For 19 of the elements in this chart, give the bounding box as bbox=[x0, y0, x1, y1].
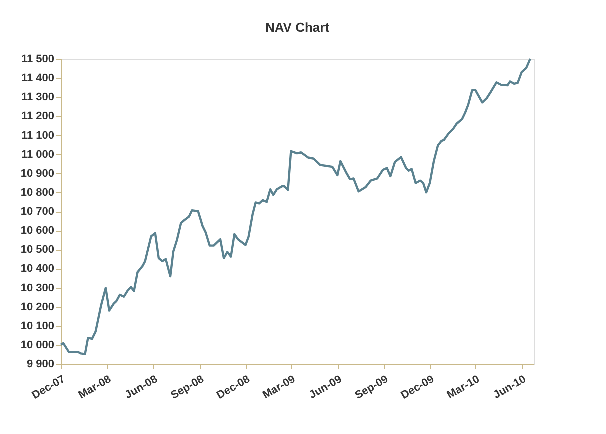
y-tick-label: 11 100 bbox=[21, 130, 54, 142]
y-tick-label: 11 200 bbox=[21, 110, 54, 123]
y-tick-label: 9 900 bbox=[26, 358, 54, 370]
y-tick-label: 10 600 bbox=[20, 225, 54, 238]
y-tick-label: 11 300 bbox=[21, 92, 54, 104]
chart-title: NAV Chart bbox=[265, 20, 330, 35]
line-series bbox=[60, 58, 532, 356]
y-tick-label: 10 300 bbox=[20, 282, 54, 294]
y-tick-label: 10 000 bbox=[20, 339, 54, 352]
y-tick-label: 11 000 bbox=[21, 148, 54, 161]
y-tick-label: 10 400 bbox=[20, 263, 54, 276]
y-tick-label: 10 900 bbox=[20, 168, 54, 180]
y-tick-label: 11 400 bbox=[21, 72, 54, 85]
y-tick-label: 10 200 bbox=[20, 301, 54, 314]
y-tick-label: 10 700 bbox=[20, 206, 54, 218]
y-tick-label: 10 500 bbox=[20, 244, 54, 256]
y-tick-label: 11 500 bbox=[21, 54, 54, 66]
y-tick-label: 10 800 bbox=[20, 186, 54, 199]
y-tick-label: 10 100 bbox=[20, 320, 54, 332]
